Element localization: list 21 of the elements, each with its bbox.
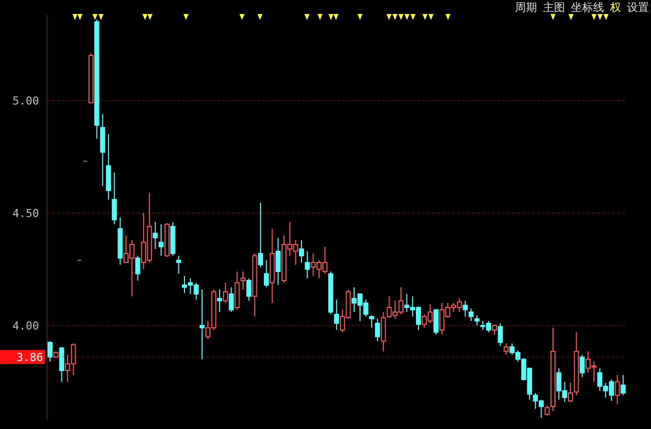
candlestick bbox=[100, 114, 106, 186]
candlestick bbox=[158, 224, 164, 256]
ref-line-label: 3.86 bbox=[16, 351, 43, 364]
candlestick bbox=[240, 271, 246, 290]
candlestick bbox=[276, 237, 281, 286]
y-tick-label: 4.50 bbox=[12, 206, 39, 220]
text: 设置 bbox=[627, 0, 649, 15]
text: 周期 bbox=[515, 0, 537, 15]
candlestick bbox=[118, 217, 123, 266]
candlestick bbox=[304, 250, 310, 279]
candlestick bbox=[152, 222, 158, 250]
y-tick-label: 5.00 bbox=[12, 94, 39, 108]
text: 主图 bbox=[543, 0, 565, 15]
candlestick bbox=[200, 289, 205, 360]
candlestick bbox=[270, 228, 275, 304]
text: 坐标线 bbox=[571, 0, 604, 15]
candlestick bbox=[614, 374, 620, 405]
candlestick bbox=[217, 289, 222, 312]
candlestick bbox=[106, 134, 111, 200]
y-tick-label: 4.00 bbox=[12, 319, 39, 332]
text: 权 bbox=[610, 0, 621, 15]
